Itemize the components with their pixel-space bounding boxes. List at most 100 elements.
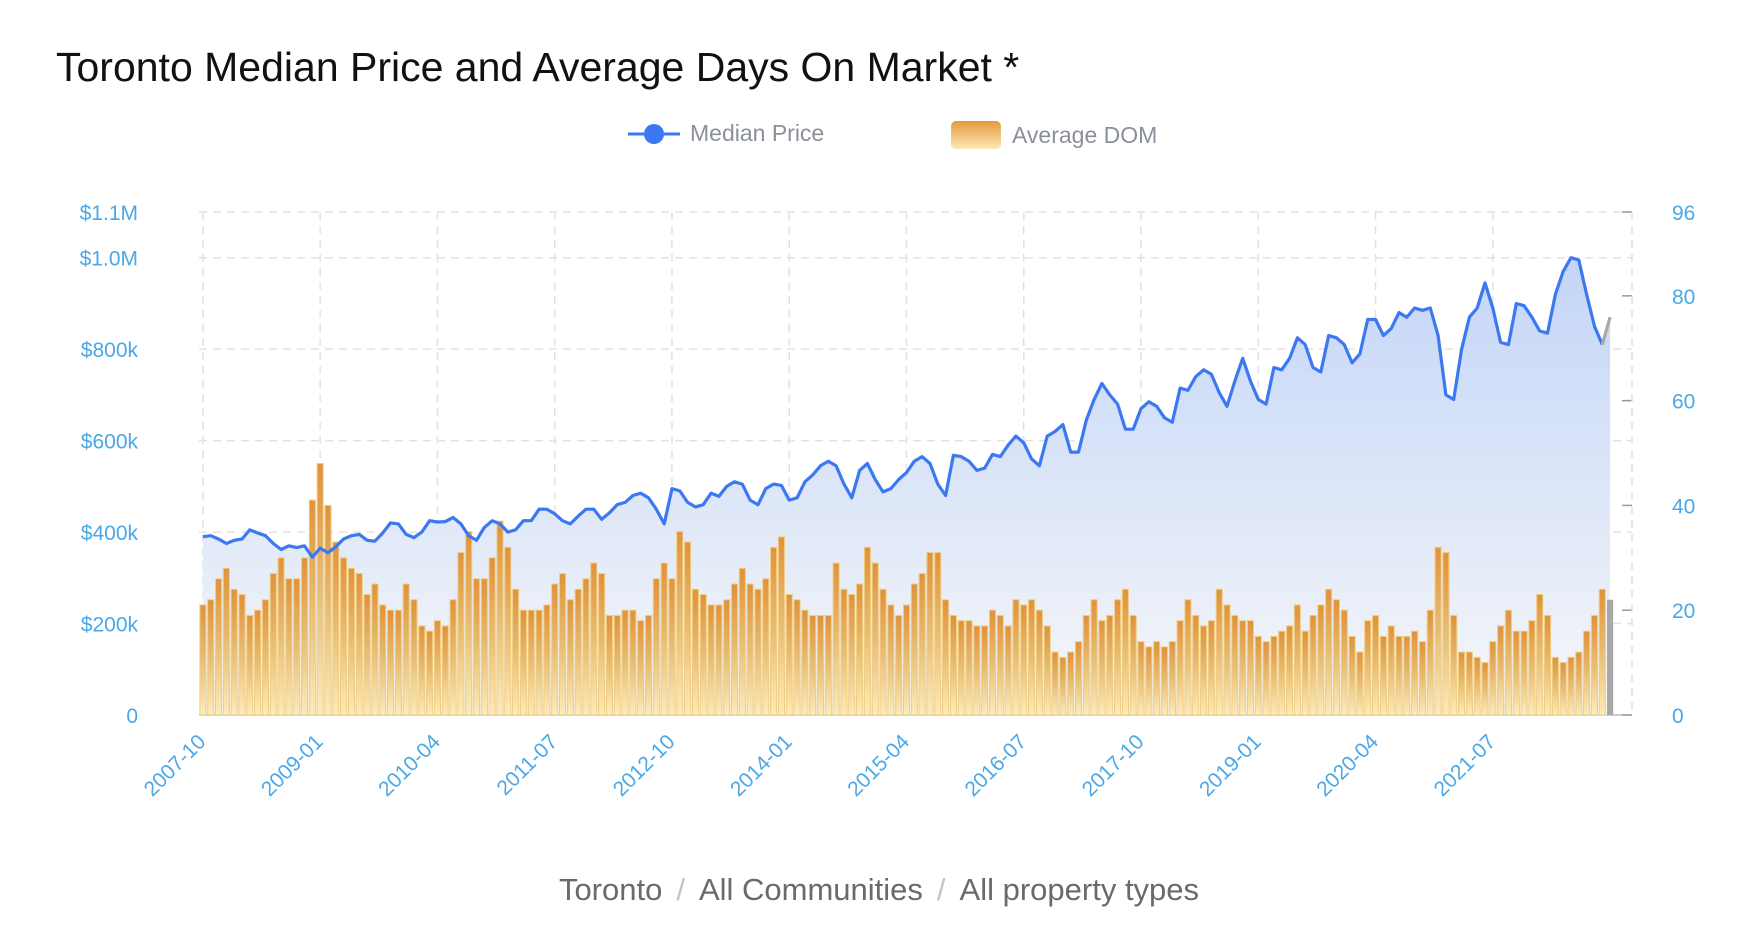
dom-bar [1012, 599, 1020, 716]
dom-bar [1028, 599, 1036, 716]
dom-bar [519, 609, 527, 716]
dom-bar [644, 614, 653, 716]
dom-bar [934, 552, 942, 716]
dom-bar [1442, 552, 1450, 716]
median-price-line[interactable] [202, 256, 1604, 559]
dom-bar [1489, 641, 1497, 716]
dom-bar [1074, 641, 1083, 716]
y-right-tick-label: 20 [1672, 600, 1695, 623]
dom-bar [1536, 593, 1544, 716]
legend-item-average-dom[interactable]: Average DOM [950, 120, 1157, 150]
dom-bar [1301, 630, 1309, 716]
chart-title: Toronto Median Price and Average Days On… [56, 44, 1020, 90]
dom-bar [832, 562, 840, 716]
dom-bar [1215, 588, 1223, 716]
dom-bar [1551, 656, 1559, 716]
breadcrumb-property-type[interactable]: All property types [959, 872, 1200, 907]
dom-bar [652, 578, 660, 716]
dom-bar [590, 562, 598, 716]
dom-bar [762, 578, 770, 716]
dom-bar [535, 609, 543, 716]
dom-bar [707, 604, 715, 716]
dom-bar [1387, 625, 1395, 716]
dom-bar [1544, 614, 1552, 716]
dom-bar [1168, 641, 1176, 716]
y-right-tick-label: 96 [1672, 202, 1695, 225]
dom-bar [949, 614, 957, 716]
dom-bar [1450, 614, 1458, 716]
dom-bar [261, 599, 269, 716]
dom-bar [449, 599, 457, 716]
dom-bar [957, 620, 965, 716]
dom-bar [1458, 651, 1466, 716]
legend-item-median-price[interactable]: Median Price [628, 120, 824, 147]
dom-bar [394, 609, 402, 716]
dom-bar [300, 557, 309, 716]
dom-bar [238, 593, 246, 716]
dom-bar [691, 588, 699, 716]
dom-bar [308, 499, 316, 716]
dom-bar [879, 588, 887, 716]
x-tick-label: 2011-07 [493, 730, 563, 800]
dom-bar [418, 625, 426, 716]
dom-bar [887, 604, 895, 716]
dom-bar [1004, 625, 1012, 716]
dom-bar [1465, 651, 1473, 716]
x-tick-label: 2014-01 [726, 730, 797, 801]
dom-bar [1512, 630, 1520, 716]
dom-bar [1200, 625, 1208, 716]
dom-bar [1559, 662, 1567, 716]
breadcrumb-city[interactable]: Toronto [558, 872, 663, 907]
breadcrumb-separator: / [936, 872, 946, 907]
dom-bar [371, 583, 379, 716]
dom-bar [1411, 630, 1419, 716]
dom-bar [480, 578, 488, 716]
dom-bar [1176, 620, 1184, 716]
dom-bar [871, 562, 879, 716]
dom-bar [199, 604, 207, 716]
x-tick-label: 2012-10 [609, 730, 680, 801]
dom-bar [1418, 641, 1427, 716]
dom-bar [1129, 614, 1137, 716]
dom-bar [269, 573, 277, 716]
dom-bar [433, 620, 441, 716]
dom-bar [824, 614, 832, 716]
chart-plot: 0 $200k $400k $600k $800k $1.0M $1.1M 0 20 40 60 80… [80, 202, 1696, 801]
dom-bar [527, 609, 535, 716]
dom-bar [1309, 614, 1317, 716]
breadcrumb-community[interactable]: All Communities [698, 872, 923, 907]
y-left-tick-label: $600k [81, 431, 139, 454]
dom-bar [785, 593, 793, 716]
dom-bar [988, 609, 997, 716]
x-tick-label: 2019-01 [1195, 730, 1266, 801]
dom-bar [1254, 635, 1262, 716]
dom-bar [1293, 604, 1301, 716]
dom-bar [1145, 646, 1153, 716]
dom-bar [1403, 635, 1411, 716]
dom-bar [457, 552, 465, 716]
dom-bar [1325, 588, 1333, 716]
dom-bar [1098, 620, 1106, 716]
dom-bar [668, 578, 676, 716]
dom-bar [676, 531, 684, 716]
dom-bar [1106, 614, 1114, 716]
dom-bar [848, 593, 856, 716]
dom-bar [910, 583, 918, 716]
dom-bar [1137, 641, 1145, 716]
dom-bar [801, 609, 809, 716]
dom-bar [426, 630, 434, 716]
y-left-tick-label: $200k [81, 614, 139, 637]
dom-bar [472, 578, 481, 716]
dom-bar [1121, 588, 1129, 716]
y-left-tick-label: $400k [81, 522, 139, 545]
dom-bar [996, 614, 1004, 716]
dom-bar [340, 557, 348, 716]
dom-bar [1434, 546, 1442, 716]
dom-bar [895, 614, 903, 716]
dom-bar [1246, 620, 1255, 716]
dom-bar [1364, 620, 1372, 716]
y-left-tick-label: $1.1M [80, 202, 138, 225]
dom-bar [770, 546, 778, 716]
dom-bar [598, 573, 606, 716]
dom-bar [1575, 651, 1583, 716]
